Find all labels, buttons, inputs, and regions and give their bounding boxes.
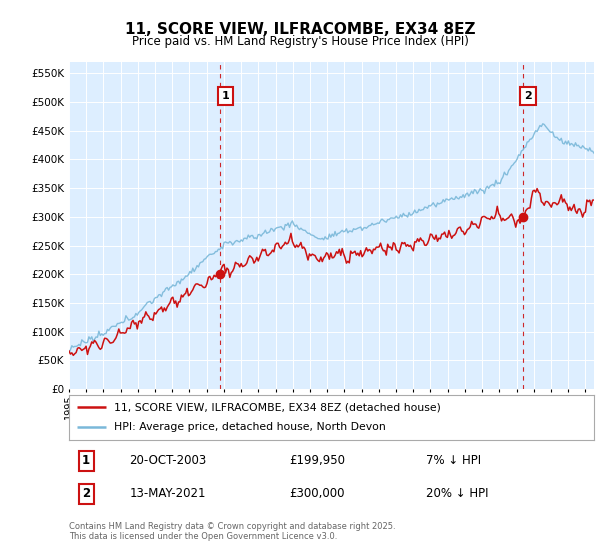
- Text: £199,950: £199,950: [290, 454, 346, 467]
- Text: Contains HM Land Registry data © Crown copyright and database right 2025.
This d: Contains HM Land Registry data © Crown c…: [69, 522, 395, 542]
- Text: 1: 1: [222, 91, 230, 101]
- Text: 11, SCORE VIEW, ILFRACOMBE, EX34 8EZ (detached house): 11, SCORE VIEW, ILFRACOMBE, EX34 8EZ (de…: [113, 402, 440, 412]
- Text: 2: 2: [524, 91, 532, 101]
- Text: HPI: Average price, detached house, North Devon: HPI: Average price, detached house, Nort…: [113, 422, 385, 432]
- Text: Price paid vs. HM Land Registry's House Price Index (HPI): Price paid vs. HM Land Registry's House …: [131, 35, 469, 48]
- Text: 2: 2: [82, 487, 90, 500]
- Text: 20% ↓ HPI: 20% ↓ HPI: [426, 487, 488, 500]
- Text: £300,000: £300,000: [290, 487, 345, 500]
- Text: 11, SCORE VIEW, ILFRACOMBE, EX34 8EZ: 11, SCORE VIEW, ILFRACOMBE, EX34 8EZ: [125, 22, 475, 38]
- Text: 7% ↓ HPI: 7% ↓ HPI: [426, 454, 481, 467]
- Text: 1: 1: [82, 454, 90, 467]
- Text: 13-MAY-2021: 13-MAY-2021: [130, 487, 206, 500]
- Text: 20-OCT-2003: 20-OCT-2003: [130, 454, 206, 467]
